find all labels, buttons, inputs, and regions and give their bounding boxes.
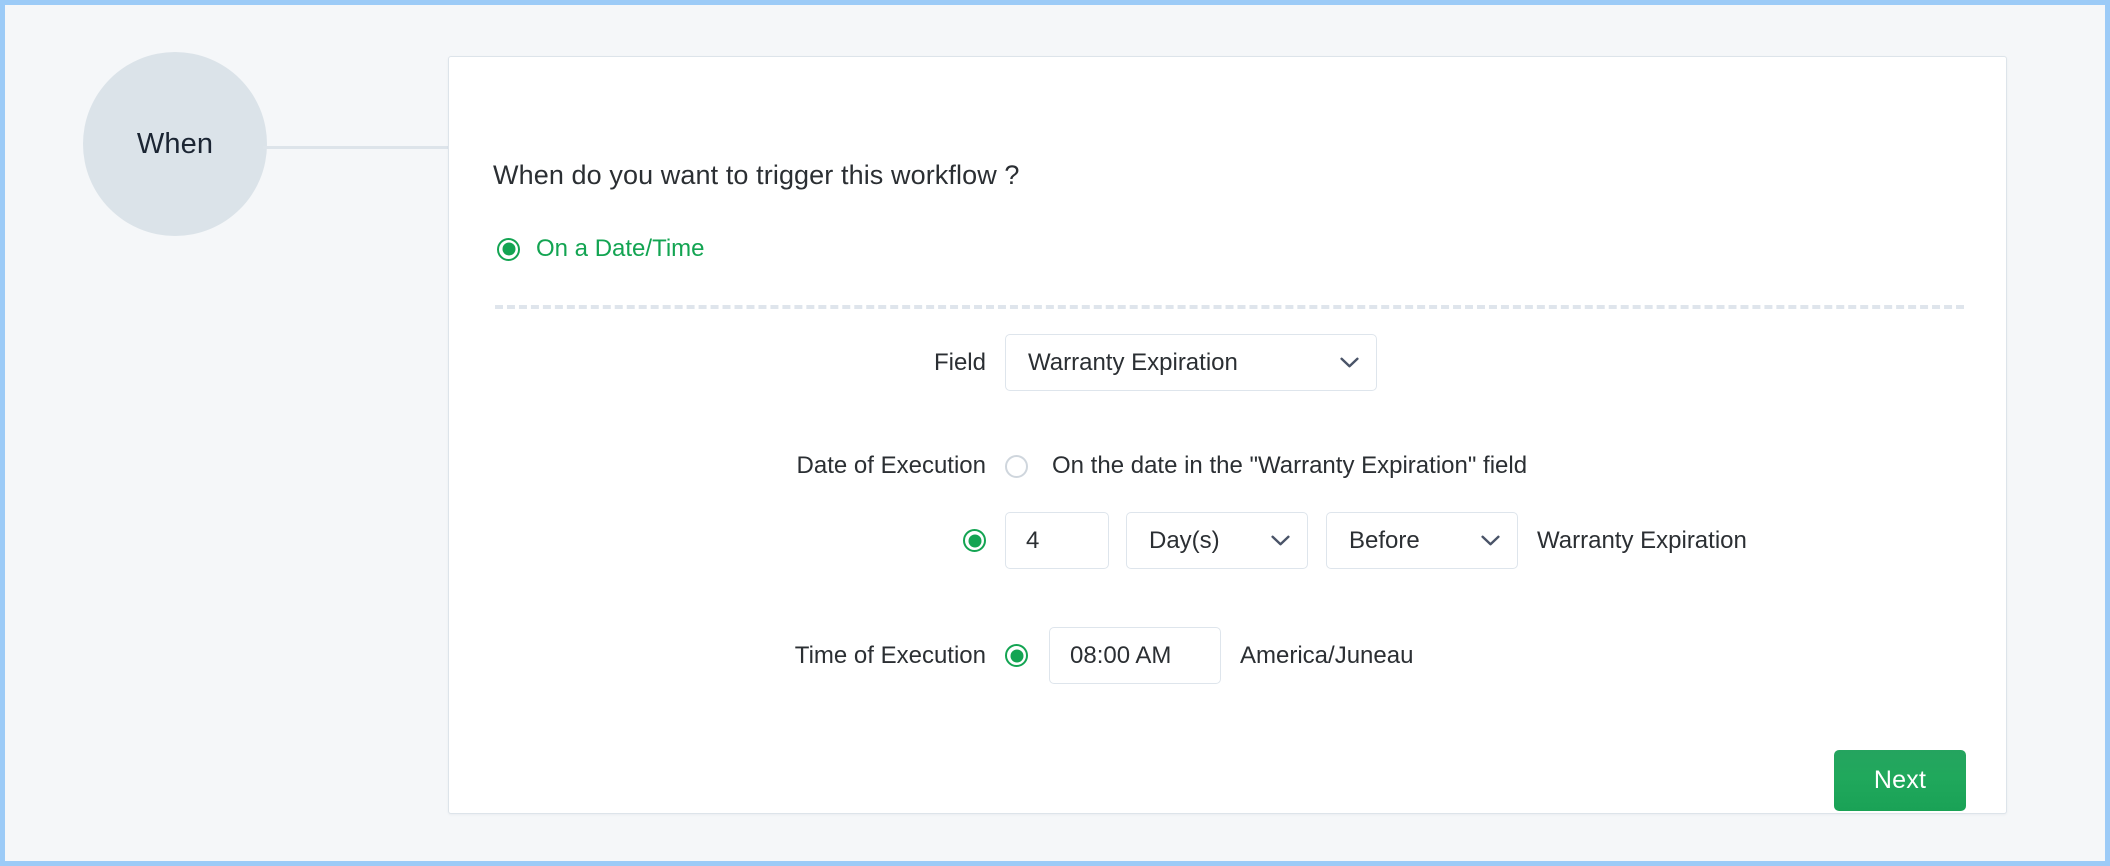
time-value: 08:00 AM (1070, 641, 1172, 669)
offset-amount-input[interactable]: 4 (1005, 512, 1109, 569)
radio-on-a-date-time[interactable] (497, 237, 520, 261)
date-of-execution-row: Date of Execution On the date in the "Wa… (493, 452, 1528, 480)
time-input[interactable]: 08:00 AM (1049, 627, 1221, 684)
when-node-label: When (136, 127, 214, 160)
trigger-type-option-label: On a Date/Time (536, 235, 705, 262)
timezone-label: America/Juneau (1240, 641, 1414, 669)
offset-unit-select[interactable]: Day(s) (1126, 512, 1308, 569)
page-title: When do you want to trigger this workflo… (493, 160, 1020, 190)
time-of-execution-label: Time of Execution (794, 641, 986, 669)
date-of-execution-label: Date of Execution (796, 452, 986, 479)
field-row: Field Warranty Expiration (493, 334, 1377, 391)
next-button[interactable]: Next (1834, 750, 1966, 811)
field-select[interactable]: Warranty Expiration (1005, 334, 1377, 391)
trigger-config-card: When do you want to trigger this workflo… (448, 56, 2007, 814)
date-option-on-date[interactable]: On the date in the "Warranty Expiration"… (1005, 452, 1527, 480)
radio-time-of-execution[interactable] (1005, 644, 1028, 667)
time-of-execution-row: Time of Execution 08:00 AM America/Junea… (493, 627, 1413, 684)
node-connector-line (263, 146, 453, 149)
date-offset-row: 4 Day(s) Before Warranty Expiration (493, 512, 1747, 569)
trigger-type-option-date-time[interactable]: On a Date/Time (497, 235, 705, 263)
section-divider (495, 305, 1964, 309)
field-select-value: Warranty Expiration (1028, 348, 1238, 376)
date-offset-radio-cell (493, 529, 1005, 552)
chevron-down-icon (1481, 535, 1500, 546)
chevron-down-icon (1271, 535, 1290, 546)
offset-unit-value: Day(s) (1149, 526, 1220, 554)
offset-relation-select[interactable]: Before (1326, 512, 1518, 569)
offset-relation-value: Before (1349, 526, 1420, 554)
date-option-on-date-label: On the date in the "Warranty Expiration"… (1052, 452, 1528, 479)
radio-on-the-date-in-field[interactable] (1005, 454, 1028, 478)
when-node[interactable]: When (83, 52, 267, 236)
card-content: When do you want to trigger this workflo… (493, 57, 1966, 813)
offset-amount-value: 4 (1026, 526, 1040, 554)
field-row-label: Field (933, 348, 986, 376)
chevron-down-icon (1340, 357, 1359, 368)
offset-reference-field-text: Warranty Expiration (1537, 526, 1747, 554)
radio-date-offset[interactable] (963, 529, 986, 552)
